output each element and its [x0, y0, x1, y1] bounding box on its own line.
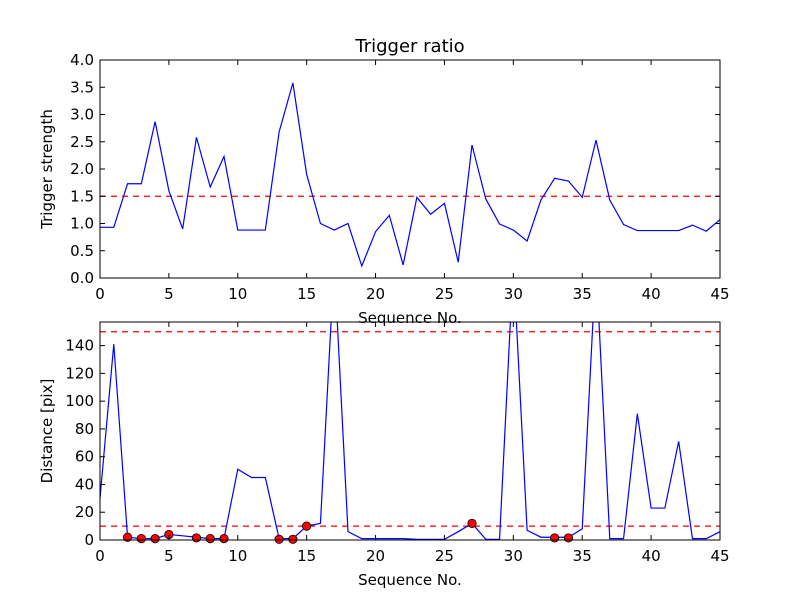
y-tick-label: 60 [75, 448, 94, 466]
y-tick-label: 100 [65, 392, 94, 410]
threshold-lines [100, 331, 720, 527]
x-tick-label: 25 [435, 547, 454, 565]
y-tick-label: 2.5 [70, 133, 94, 151]
x-tick-label: 30 [504, 547, 523, 565]
x-tick-label: 30 [504, 285, 523, 303]
data-marker [467, 518, 477, 528]
plot-frame [99, 321, 721, 541]
x-tick-label: 15 [297, 547, 316, 565]
chart-title: Trigger ratio [354, 36, 464, 57]
x-axis-label: Sequence No. [358, 571, 462, 589]
x-tick-label: 20 [366, 547, 385, 565]
x-axis-label: Sequence No. [358, 309, 462, 327]
y-tick-label: 1.0 [70, 215, 94, 233]
x-tick-label: 35 [573, 547, 592, 565]
data-marker [288, 534, 298, 544]
x-tick-label: 10 [228, 285, 247, 303]
y-tick-label: 20 [75, 503, 94, 521]
x-tick-label: 40 [642, 285, 661, 303]
data-marker [274, 534, 284, 544]
y-tick-label: 3.5 [70, 78, 94, 96]
y-tick-label: 80 [75, 420, 94, 438]
bottom-panel: 0 5 10 15 20 25 30 35 40 45 0 20 40 60 80 100 120 140 Se… [38, 321, 730, 589]
trigger-strength-line [100, 82, 721, 268]
data-marker [550, 533, 560, 543]
y-tick-label: 0.0 [70, 269, 94, 287]
y-tick-label: 1.5 [70, 187, 94, 205]
x-tick-label: 5 [164, 285, 174, 303]
x-tick-label: 0 [95, 547, 105, 565]
x-tick-label: 20 [366, 285, 385, 303]
y-axis-label: Trigger strength [38, 109, 56, 230]
x-axis-ticks: 0 5 10 15 20 25 30 35 40 45 [95, 60, 730, 303]
y-axis-ticks: 0 20 40 60 80 100 120 140 [65, 337, 720, 549]
x-tick-label: 45 [710, 285, 729, 303]
x-tick-label: 10 [228, 547, 247, 565]
y-axis-label: Distance [pix] [38, 379, 56, 484]
data-marker [205, 534, 215, 544]
data-marker [150, 534, 160, 544]
y-tick-label: 120 [65, 364, 94, 382]
data-marker [302, 521, 312, 531]
x-tick-label: 45 [710, 547, 729, 565]
data-marker [122, 532, 133, 542]
data-marker [191, 533, 202, 543]
data-marker [219, 534, 229, 544]
y-tick-label: 2.0 [70, 160, 94, 178]
y-tick-label: 3.0 [70, 106, 94, 124]
data-marker [563, 533, 574, 543]
x-tick-label: 0 [95, 285, 105, 303]
y-tick-label: 40 [75, 475, 94, 493]
x-tick-label: 5 [164, 547, 174, 565]
data-marker [136, 534, 146, 544]
x-tick-label: 35 [573, 285, 592, 303]
x-tick-label: 15 [297, 285, 316, 303]
y-axis-ticks: 0.0 0.5 1.0 1.5 2.0 2.5 3.0 3.5 4.0 [70, 51, 720, 287]
top-panel: Trigger ratio 0 5 10 15 20 25 30 35 40 45 0.0 0.5 1… [38, 36, 730, 327]
x-axis-ticks: 0 5 10 15 20 25 30 35 40 45 [95, 322, 730, 565]
y-tick-label: 140 [65, 337, 94, 355]
x-tick-label: 40 [642, 547, 661, 565]
y-tick-label: 0 [84, 531, 94, 549]
x-tick-label: 25 [435, 285, 454, 303]
distance-line [100, 322, 720, 540]
y-tick-label: 0.5 [70, 242, 94, 260]
y-tick-label: 4.0 [70, 51, 94, 69]
